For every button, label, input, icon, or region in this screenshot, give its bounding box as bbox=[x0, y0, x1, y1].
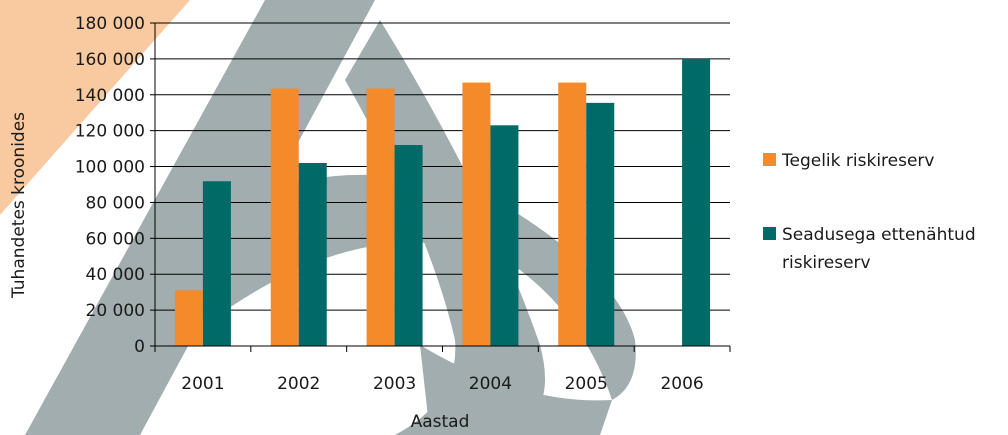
legend-swatch-tegelik bbox=[763, 153, 776, 166]
y-tick-label: 20 000 bbox=[86, 301, 145, 321]
legend-label-seadusega-line2: riskireserv bbox=[782, 253, 871, 273]
y-tick-label: 160 000 bbox=[75, 50, 145, 70]
bar-seadusega-2001 bbox=[202, 181, 231, 346]
y-tick-label: 80 000 bbox=[86, 193, 145, 213]
x-tick-label-2005: 2005 bbox=[565, 374, 608, 394]
y-tick-label: 0 bbox=[134, 337, 145, 357]
y-tick-label: 60 000 bbox=[86, 229, 145, 249]
y-tick-label: 120 000 bbox=[75, 122, 145, 142]
x-tick-label-2001: 2001 bbox=[181, 374, 224, 394]
x-tick-label-2006: 2006 bbox=[660, 374, 703, 394]
bar-tegelik-2001 bbox=[174, 290, 203, 346]
x-tick-label-2002: 2002 bbox=[277, 374, 320, 394]
bar-seadusega-2005 bbox=[586, 102, 615, 346]
y-tick-label: 140 000 bbox=[75, 86, 145, 106]
gridlines bbox=[155, 22, 730, 311]
y-tick-label: 100 000 bbox=[75, 158, 145, 178]
legend: Tegelik riskireserv Seadusega ettenähtud… bbox=[763, 151, 976, 273]
bar-tegelik-2003 bbox=[366, 88, 395, 346]
y-axis-title: Tuhandetes kroonides bbox=[9, 112, 29, 299]
bar-tegelik-2005 bbox=[558, 82, 587, 346]
legend-label-tegelik: Tegelik riskireserv bbox=[781, 151, 934, 171]
y-tick-label: 40 000 bbox=[86, 265, 145, 285]
y-tick-labels: 0 20 000 40 000 60 000 80 000 100 000 120 000 1… bbox=[75, 14, 145, 357]
legend-label-seadusega-line1: Seadusega ettenähtud bbox=[782, 225, 976, 245]
x-tick-labels: 2001 2002 2003 2004 2005 2006 bbox=[181, 374, 703, 394]
bar-seadusega-2004 bbox=[490, 125, 519, 347]
bar-seadusega-2006 bbox=[682, 58, 711, 347]
x-tick-label-2004: 2004 bbox=[469, 374, 512, 394]
y-tick-label: 180 000 bbox=[75, 14, 145, 34]
x-tick-label-2003: 2003 bbox=[373, 374, 416, 394]
bars bbox=[174, 58, 711, 347]
bar-tegelik-2002 bbox=[270, 88, 299, 346]
legend-swatch-seadusega bbox=[763, 227, 776, 240]
axes bbox=[150, 22, 731, 352]
bar-seadusega-2003 bbox=[394, 145, 423, 346]
bar-seadusega-2002 bbox=[298, 162, 327, 346]
bar-tegelik-2004 bbox=[462, 82, 491, 346]
x-axis-title: Aastad bbox=[411, 412, 470, 432]
